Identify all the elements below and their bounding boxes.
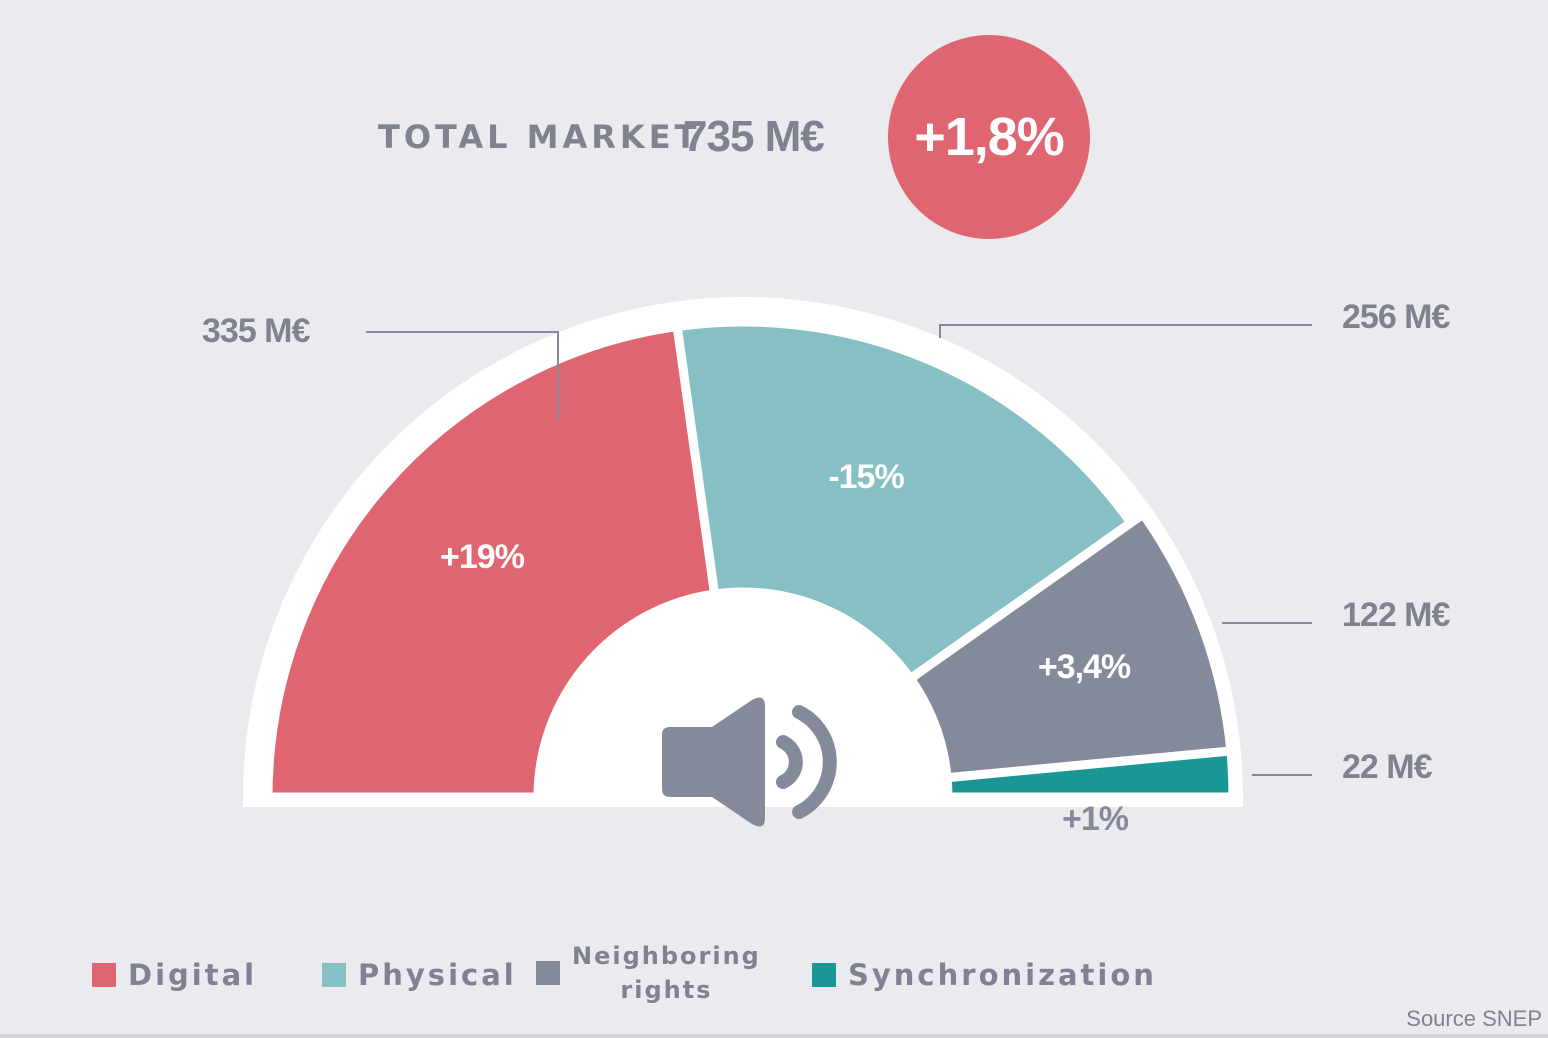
legend-item-neighboring-rights: Neighboring rights — [536, 939, 761, 1007]
total-growth-value: +1,8% — [914, 107, 1065, 167]
legend-label-neighboring-rights: Neighboring rights — [572, 939, 761, 1007]
leader-line-digital — [366, 331, 559, 420]
legend-label-digital: Digital — [128, 958, 258, 992]
legend-swatch-physical — [322, 963, 346, 987]
legend-swatch-digital — [92, 963, 116, 987]
total-market-value: 735 M€ — [683, 112, 825, 161]
legend-swatch-neighboring-rights — [536, 961, 560, 985]
growth-label-digital: +19% — [440, 538, 525, 576]
slice-synchronization — [942, 746, 1238, 802]
growth-label-synchronization: +1% — [1062, 800, 1129, 838]
legend-label-neighboring-rights-line1: Neighboring — [572, 942, 761, 970]
value-label-physical: 256 M€ — [1342, 298, 1450, 336]
bottom-divider — [0, 1034, 1548, 1038]
legend-swatch-synchronization — [812, 963, 836, 987]
leader-line-physical — [939, 324, 1312, 338]
slice-neighboring-rights — [904, 507, 1236, 783]
total-growth-badge: +1,8% — [888, 35, 1090, 239]
growth-label-neighboring-rights: +3,4% — [1038, 648, 1131, 686]
slice-physical — [672, 317, 1138, 685]
source-note: Source SNEP — [1406, 1006, 1542, 1031]
value-label-neighboring-rights: 122 M€ — [1342, 596, 1450, 634]
legend-label-synchronization: Synchronization — [848, 958, 1157, 992]
legend-item-physical: Physical — [322, 958, 517, 992]
value-label-synchronization: 22 M€ — [1342, 748, 1432, 786]
legend-item-digital: Digital — [92, 958, 257, 992]
legend-label-physical: Physical — [358, 958, 517, 992]
speaker-volume-icon — [662, 697, 837, 827]
growth-label-physical: -15% — [828, 458, 904, 496]
value-label-digital: 335 M€ — [202, 312, 310, 350]
legend-label-neighboring-rights-line2: rights — [620, 976, 713, 1004]
slice-digital — [263, 321, 720, 802]
legend-item-synchronization: Synchronization — [812, 958, 1157, 992]
chart-legend: Digital Physical Neighboring rights Sync… — [0, 942, 1548, 1015]
total-market-label: TOTAL MARKET — [378, 118, 701, 156]
